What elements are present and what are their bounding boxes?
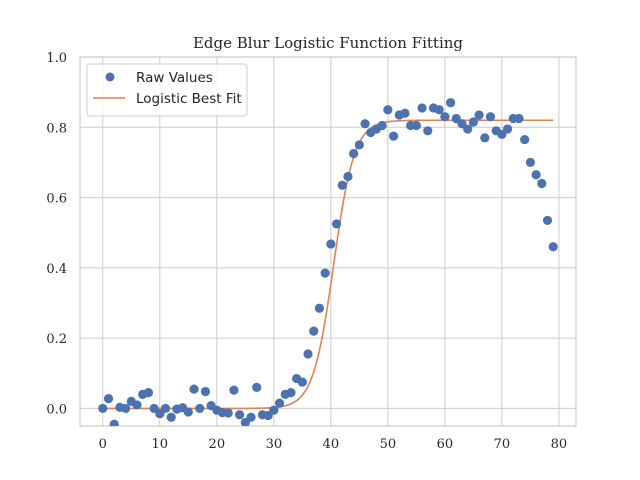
data-point <box>502 124 513 134</box>
y-tick-label: 1.0 <box>46 51 67 66</box>
data-point <box>103 393 114 404</box>
data-point <box>337 180 347 190</box>
scatter-points <box>98 98 558 426</box>
x-tick-label: 40 <box>323 437 340 452</box>
data-point <box>537 178 547 189</box>
x-tick-label: 80 <box>551 437 568 452</box>
data-point <box>485 112 496 122</box>
data-point <box>326 239 336 249</box>
data-point <box>388 131 399 141</box>
legend: Raw Values Logistic Best Fit <box>86 63 248 117</box>
logistic-fit-line <box>102 119 554 410</box>
x-tick-label: 10 <box>152 437 169 452</box>
data-point <box>303 349 313 359</box>
x-tick-label: 20 <box>209 437 226 452</box>
data-point <box>400 108 410 118</box>
y-tick-label: 0.8 <box>46 121 67 136</box>
data-point <box>377 120 387 131</box>
x-tick-label: 70 <box>494 437 511 452</box>
data-point <box>474 110 484 120</box>
data-point <box>525 157 535 168</box>
y-tick-label: 0.0 <box>46 402 67 417</box>
plot-frame <box>79 56 577 427</box>
data-point <box>143 388 154 398</box>
data-point <box>252 382 262 392</box>
data-point <box>160 403 171 414</box>
data-point <box>246 412 256 422</box>
data-point <box>269 405 279 415</box>
data-point <box>189 384 199 394</box>
data-point <box>166 412 176 422</box>
data-point <box>109 419 119 426</box>
legend-fit-label: Logistic Best Fit <box>136 91 242 107</box>
y-tick-label: 0.4 <box>46 262 67 277</box>
data-point <box>531 170 541 180</box>
data-point <box>434 105 444 115</box>
y-tick-labels: 0.0 0.2 0.4 0.6 0.8 1.0 <box>46 51 67 417</box>
data-point <box>183 407 193 417</box>
data-point <box>520 134 530 145</box>
data-point <box>360 119 370 129</box>
data-point <box>297 377 307 387</box>
data-point <box>229 385 239 395</box>
data-point <box>274 398 285 408</box>
data-point <box>132 400 142 410</box>
data-point <box>286 388 296 398</box>
legend-points-label: Raw Values <box>136 70 213 86</box>
data-point <box>411 120 421 131</box>
x-tick-label: 60 <box>437 437 454 452</box>
data-point <box>320 268 330 278</box>
x-tick-labels: 0 10 20 30 40 50 60 70 80 <box>99 437 568 452</box>
chart-title: Edge Blur Logistic Function Fitting <box>193 34 463 52</box>
data-point <box>383 105 393 115</box>
x-tick-label: 0 <box>99 437 107 452</box>
y-tick-label: 0.2 <box>46 332 67 347</box>
legend-box <box>86 63 248 117</box>
data-point <box>343 171 353 182</box>
data-point <box>349 149 359 159</box>
x-tick-label: 50 <box>380 437 397 452</box>
data-point <box>445 98 456 108</box>
data-point <box>468 117 478 127</box>
data-point <box>542 215 553 226</box>
fit-line-group <box>102 119 554 410</box>
data-point <box>463 124 473 134</box>
data-point <box>440 112 450 122</box>
data-point <box>417 103 427 113</box>
legend-points-marker <box>105 72 115 82</box>
data-point <box>98 403 108 414</box>
data-point <box>548 242 558 252</box>
data-point <box>331 219 342 229</box>
data-point <box>200 386 211 397</box>
data-point <box>354 140 364 150</box>
data-point <box>235 410 245 420</box>
data-point <box>514 113 524 124</box>
data-point <box>423 126 433 136</box>
data-point <box>314 303 325 313</box>
data-point <box>121 403 131 414</box>
data-point <box>480 133 490 143</box>
data-point <box>309 326 319 336</box>
data-point <box>223 408 233 418</box>
x-tick-label: 30 <box>266 437 283 452</box>
y-tick-label: 0.6 <box>46 192 67 207</box>
data-point <box>195 403 205 414</box>
